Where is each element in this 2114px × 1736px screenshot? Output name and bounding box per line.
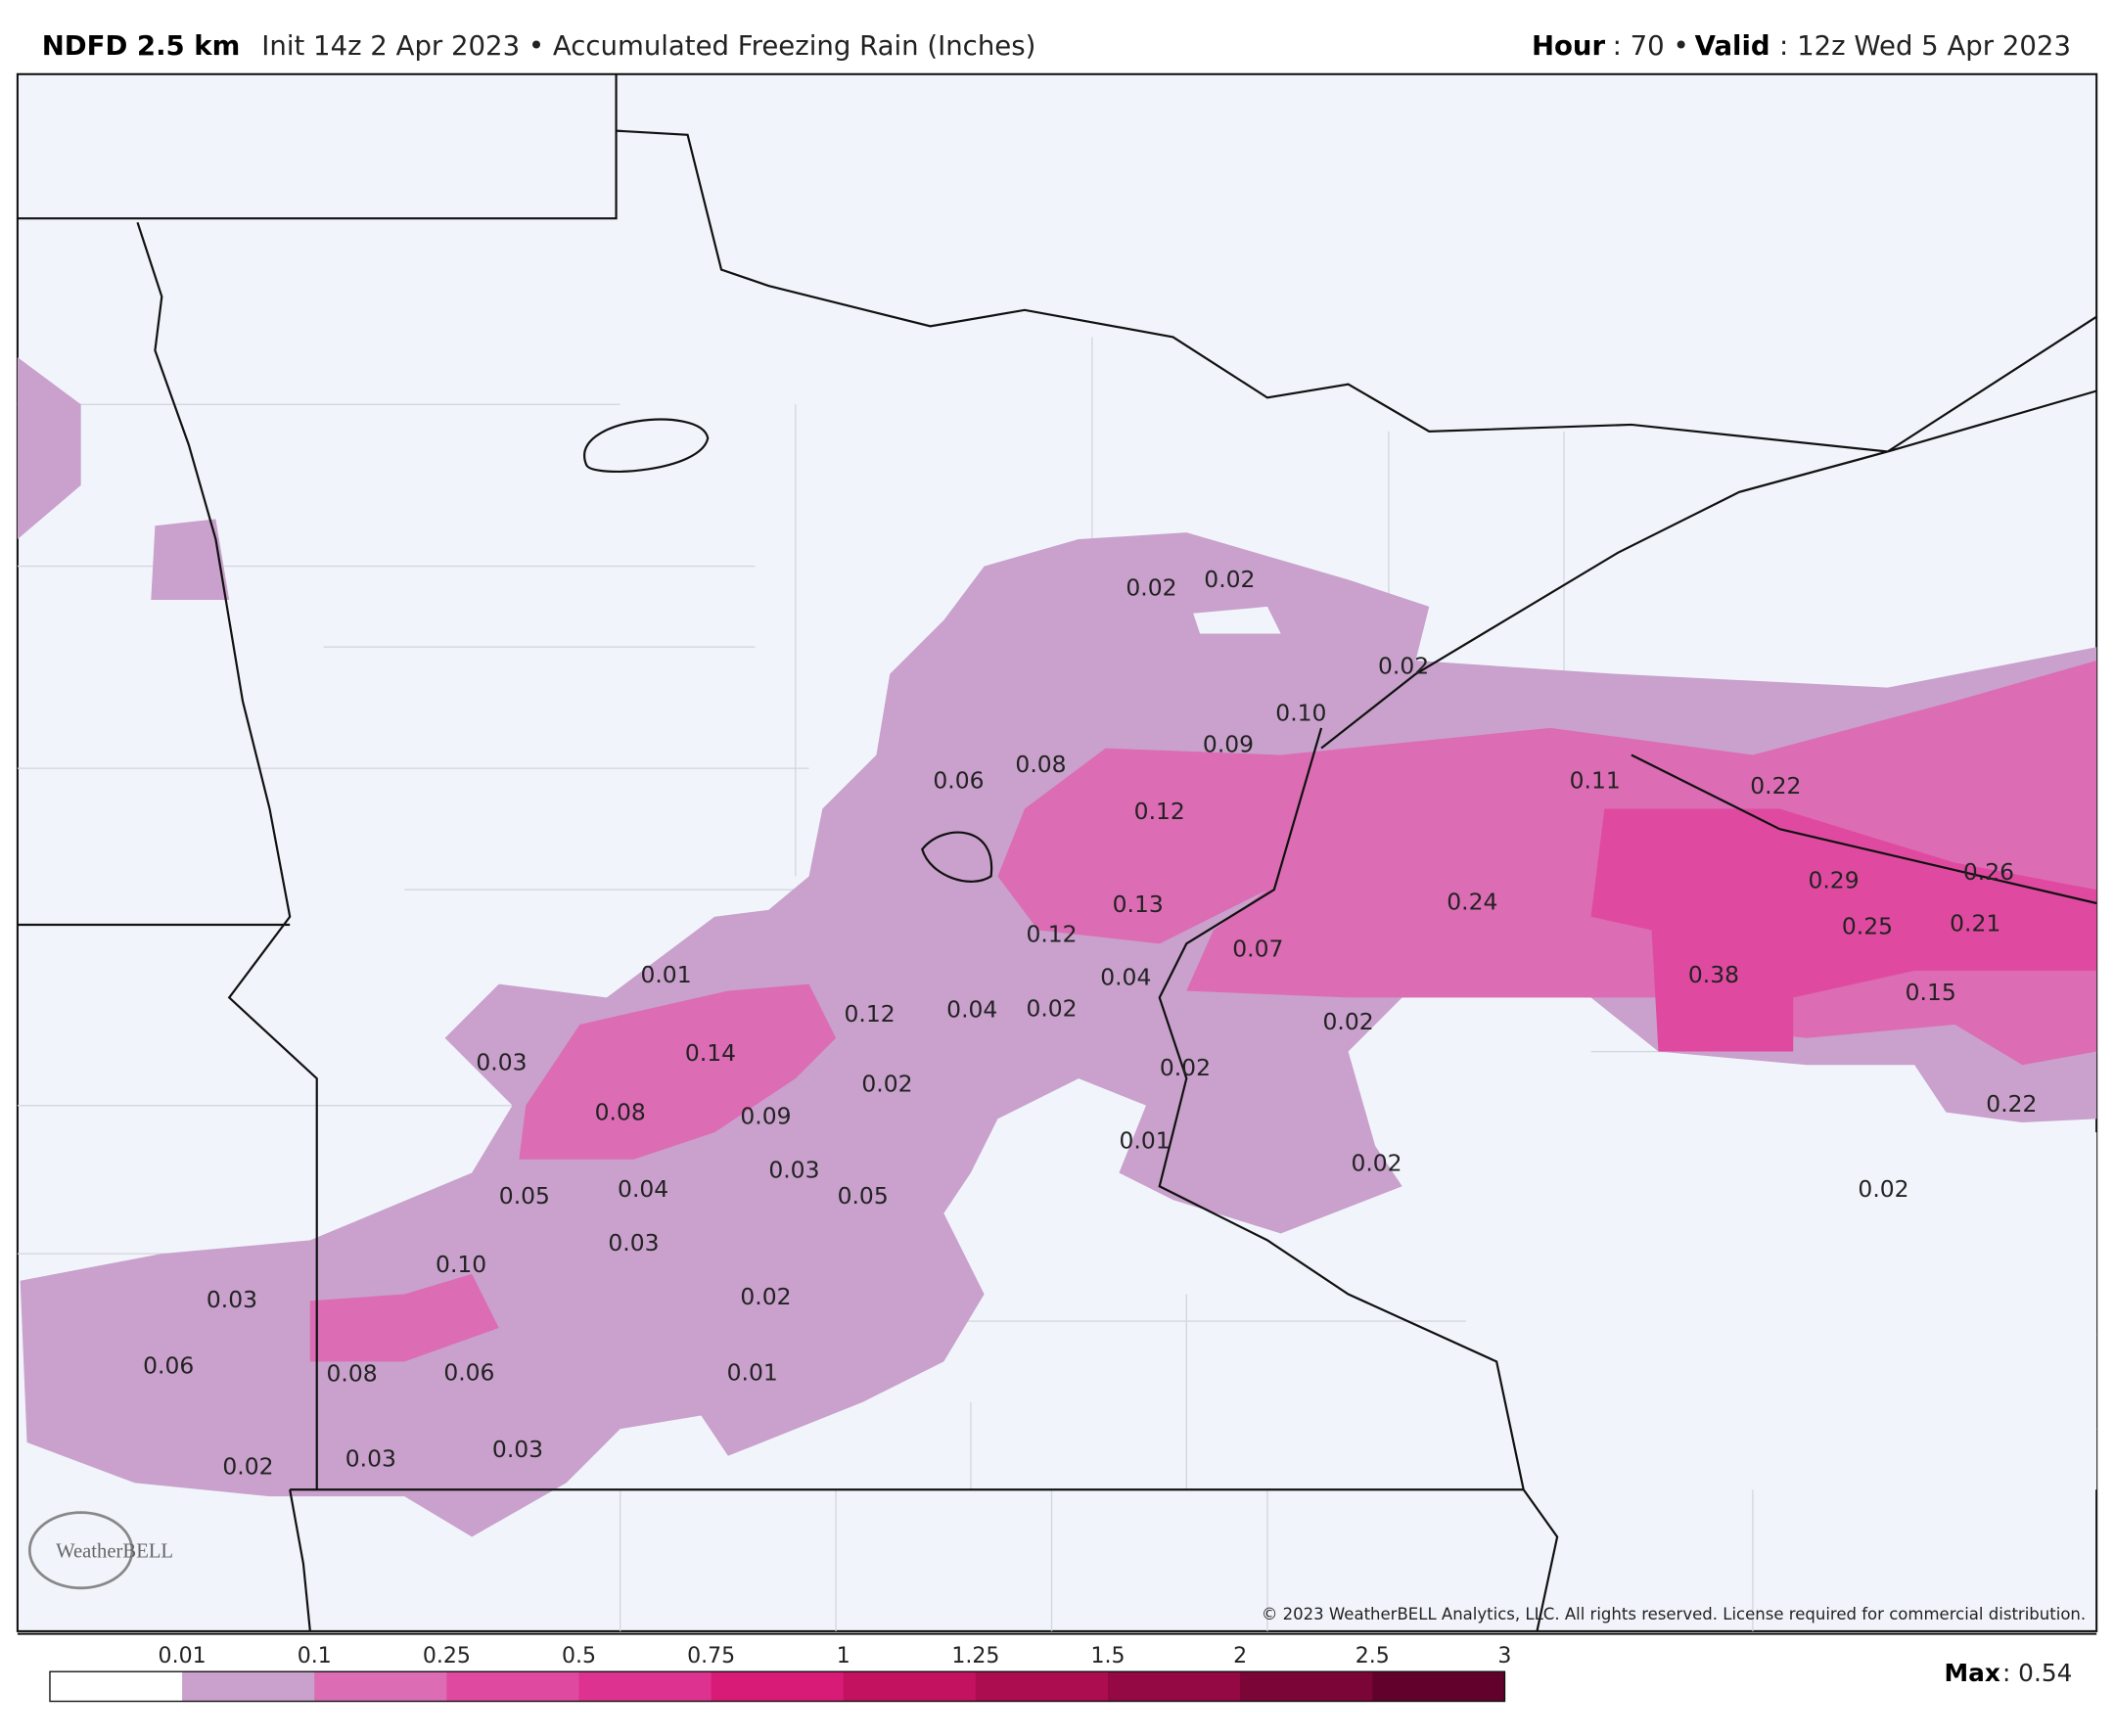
value-label: 0.02 — [1026, 994, 1077, 1022]
colorbar-tick-label: 0.75 — [687, 1644, 735, 1668]
value-label: 0.04 — [618, 1175, 668, 1203]
colorbar-tick-label: 0.1 — [298, 1644, 332, 1668]
colorbar-swatch — [1372, 1671, 1506, 1702]
colorbar-swatch — [182, 1671, 315, 1702]
borders — [17, 73, 2097, 1632]
value-label: 0.22 — [1986, 1090, 2037, 1118]
value-label: 0.01 — [1120, 1126, 1171, 1154]
value-label: 0.03 — [492, 1436, 543, 1463]
value-label: 0.12 — [844, 1000, 895, 1028]
colorbar-tick-label: 3 — [1497, 1644, 1511, 1668]
value-label: 0.02 — [1126, 574, 1176, 602]
colorbar-swatch — [314, 1671, 448, 1702]
value-label: 0.02 — [1323, 1008, 1374, 1035]
value-label: 0.24 — [1447, 888, 1497, 915]
description: Init 14z 2 Apr 2023 • Accumulated Freezi… — [261, 30, 1035, 62]
value-label: 0.02 — [1858, 1175, 1908, 1203]
value-label: 0.08 — [326, 1360, 377, 1388]
model: NDFD 2.5 km — [42, 30, 241, 62]
value-label: 0.04 — [1100, 964, 1151, 991]
value-label: 0.05 — [838, 1182, 889, 1210]
colorbar: 0.01 0.1 0.25 0.5 0.75 1 1.25 1.5 2 2.5 3 — [49, 1644, 1511, 1703]
colorbar-swatch — [578, 1671, 712, 1702]
value-label: 0.38 — [1688, 961, 1739, 988]
value-label: 0.01 — [727, 1358, 778, 1386]
colorbar-swatch — [1240, 1671, 1373, 1702]
valid-label: Valid — [1695, 30, 1770, 62]
colorbar-tick-label: 0.01 — [159, 1644, 207, 1668]
value-label: 0.11 — [1570, 767, 1621, 795]
value-label: 0.15 — [1906, 979, 1956, 1006]
colorbar-swatch — [843, 1671, 977, 1702]
colorbar-tick-label: 2.5 — [1356, 1644, 1390, 1668]
colorbar-swatch — [446, 1671, 580, 1702]
value-label: 0.04 — [946, 996, 997, 1024]
colorbar-tick-label: 1.5 — [1090, 1644, 1125, 1668]
value-label: 0.02 — [740, 1283, 791, 1310]
value-label: 0.02 — [1351, 1150, 1402, 1177]
value-label: 0.03 — [207, 1286, 257, 1313]
shade-dark — [1590, 808, 2097, 1052]
colorbar-outline — [49, 1670, 1506, 1703]
max: : 0.54 — [2002, 1659, 2072, 1687]
value-label: 0.14 — [685, 1039, 736, 1067]
map: 0.02 0.02 0.02 0.10 0.09 0.06 0.08 0.12 0.11 0.22… — [16, 72, 2098, 1632]
copyright: © 2023 WeatherBELL Analytics, LLC. All r… — [1262, 1605, 2086, 1623]
value-label: 0.06 — [443, 1358, 494, 1386]
value-label: 0.03 — [476, 1048, 527, 1075]
value-label: 0.01 — [640, 961, 691, 988]
value-label: 0.29 — [1808, 866, 1859, 893]
value-label: 0.02 — [222, 1453, 273, 1481]
colorbar-tick-label: 1.25 — [951, 1644, 999, 1668]
colorbar-tick-label: 1 — [837, 1644, 850, 1668]
hour: : 70 • — [1613, 30, 1689, 62]
value-label: 0.09 — [1203, 730, 1254, 757]
colorbar-swatch — [975, 1671, 1109, 1702]
value-label: 0.22 — [1750, 772, 1801, 799]
value-label: 0.02 — [1204, 566, 1255, 593]
value-label: 0.26 — [1963, 858, 2014, 886]
colorbar-swatch — [49, 1671, 183, 1702]
value-label: 0.06 — [933, 767, 984, 795]
value-label: 0.02 — [1160, 1054, 1211, 1081]
value-label: 0.05 — [499, 1182, 550, 1210]
value-label: 0.06 — [143, 1351, 194, 1379]
colorbar-swatch — [1108, 1671, 1241, 1702]
value-label: 0.21 — [1950, 910, 2000, 937]
max-label: Max — [1944, 1659, 1999, 1687]
value-label: 0.07 — [1232, 936, 1283, 963]
colorbar-swatch — [711, 1671, 845, 1702]
value-label: 0.12 — [1134, 798, 1185, 825]
value-label: 0.03 — [768, 1157, 819, 1184]
content: NDFD 2.5 km Init 14z 2 Apr 2023 • Accumu… — [16, 30, 2098, 1703]
value-label: 0.25 — [1842, 912, 1893, 939]
value-label: 0.10 — [1275, 700, 1326, 727]
colorbar-tick-label: 2 — [1233, 1644, 1247, 1668]
value-label: 0.08 — [595, 1098, 646, 1125]
colorbar-tick-label: 0.25 — [423, 1644, 471, 1668]
logo-swirl — [27, 1511, 134, 1590]
hour-label: Hour — [1532, 30, 1606, 62]
value-label: 0.03 — [608, 1229, 659, 1256]
value-labels: 0.02 0.02 0.02 0.10 0.09 0.06 0.08 0.12 0.11 0.22… — [143, 566, 2037, 1480]
value-label: 0.13 — [1113, 891, 1164, 918]
value-label: 0.02 — [1378, 652, 1429, 679]
value-label: 0.10 — [436, 1251, 486, 1278]
value-label: 0.09 — [740, 1103, 791, 1130]
value-label: 0.02 — [861, 1070, 912, 1097]
valid: : 12z Wed 5 Apr 2023 — [1779, 30, 2071, 62]
shade-light — [17, 357, 2097, 1537]
colorbar-tick-label: 0.5 — [562, 1644, 596, 1668]
value-label: 0.12 — [1026, 921, 1077, 948]
value-label: 0.08 — [1015, 751, 1066, 778]
logo: WeatherBELL — [56, 1541, 173, 1563]
shade-clear — [1193, 606, 2097, 1490]
value-label: 0.03 — [345, 1444, 396, 1472]
